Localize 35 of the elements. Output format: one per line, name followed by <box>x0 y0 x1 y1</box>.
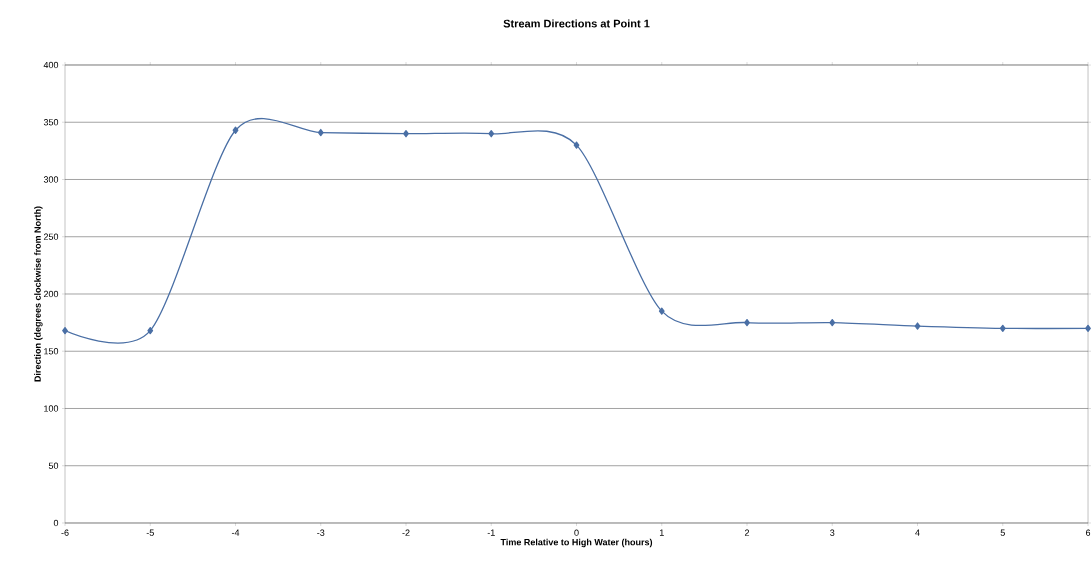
y-tick-label: 150 <box>44 348 59 355</box>
x-tick-label: 0 <box>574 529 579 536</box>
point <box>488 130 495 138</box>
y-tick-label: 300 <box>43 176 59 183</box>
x-tick-label: 2 <box>744 529 750 536</box>
y-tick-label: 200 <box>43 290 59 298</box>
x-tick-label: -1 <box>487 529 495 536</box>
x-axis-title: Time Relative to High Water (hours) <box>500 538 653 548</box>
point <box>403 130 409 138</box>
y-tick-label: 250 <box>43 233 59 240</box>
x-tick-label: -3 <box>317 529 325 536</box>
point <box>914 322 921 330</box>
y-tick-label: 350 <box>43 119 59 126</box>
x-tick-label: 5 <box>1000 529 1005 536</box>
x-tick-label: 6 <box>1085 529 1091 536</box>
point <box>147 326 154 335</box>
point <box>658 307 665 315</box>
x-tick-label: 1 <box>659 529 664 536</box>
x-tick-label: -2 <box>402 529 410 536</box>
point <box>317 128 324 137</box>
x-tick-label: 3 <box>830 529 835 536</box>
point <box>829 318 836 327</box>
x-tick-label: -6 <box>61 529 69 536</box>
point <box>573 141 580 149</box>
y-axis-title: Direction (degrees clockwise from North) <box>34 206 43 382</box>
x-tick-label: -4 <box>231 529 240 536</box>
y-tick-label: 0 <box>53 519 59 527</box>
x-tick-label: 4 <box>915 529 920 536</box>
y-tick-label: 50 <box>48 462 59 469</box>
point <box>232 126 239 134</box>
y-tick-label: 400 <box>43 61 59 69</box>
point <box>999 324 1006 332</box>
chart-title: Stream Directions at Point 1 <box>503 19 650 28</box>
x-tick-label: -5 <box>146 529 154 536</box>
y-tick-label: 100 <box>44 405 59 412</box>
